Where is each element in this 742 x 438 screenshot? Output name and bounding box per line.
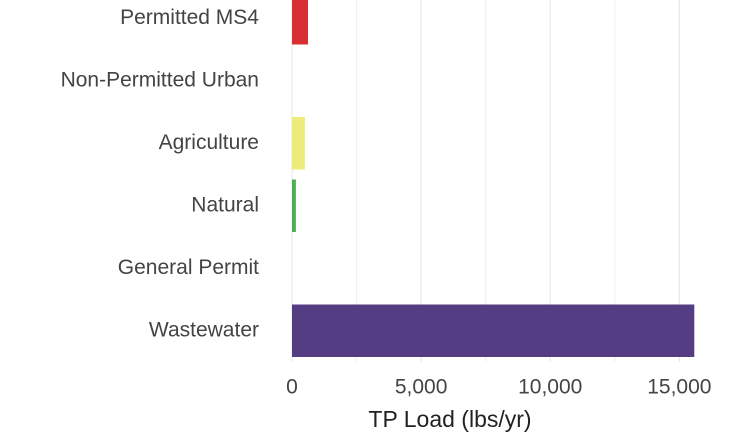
y-tick-label: General Permit	[118, 256, 259, 279]
bar	[292, 304, 695, 357]
x-tick-label: 15,000	[647, 376, 711, 399]
bar	[292, 0, 309, 45]
x-tick-label: 10,000	[518, 376, 582, 399]
y-tick-label: Wastewater	[149, 318, 259, 341]
bar	[292, 117, 305, 170]
x-axis-title: TP Load (lbs/yr)	[368, 406, 531, 432]
x-tick-label: 5,000	[395, 376, 448, 399]
x-tick-label: 0	[286, 376, 298, 399]
y-tick-label: Natural	[191, 193, 259, 216]
y-tick-label: Permitted MS4	[120, 6, 259, 29]
y-tick-label: Agriculture	[159, 131, 259, 154]
bar	[292, 179, 296, 232]
y-tick-label: Non-Permitted Urban	[61, 68, 259, 91]
